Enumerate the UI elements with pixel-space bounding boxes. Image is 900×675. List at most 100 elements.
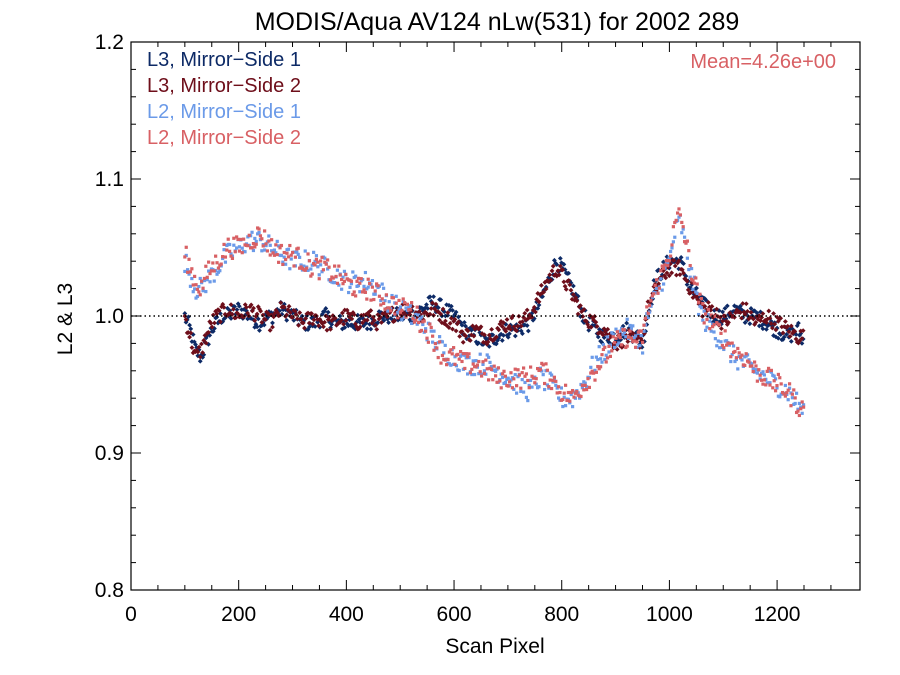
data-point xyxy=(228,242,232,247)
data-point xyxy=(453,328,459,334)
data-point xyxy=(337,264,341,268)
data-point xyxy=(568,399,572,403)
data-point xyxy=(639,333,643,338)
data-point xyxy=(688,275,692,279)
data-point xyxy=(737,351,741,355)
data-point xyxy=(188,270,193,274)
data-point xyxy=(643,328,649,334)
data-point xyxy=(281,304,287,310)
data-point xyxy=(481,360,485,364)
data-point xyxy=(463,333,468,339)
data-point xyxy=(501,320,506,326)
data-point xyxy=(379,303,383,307)
data-point xyxy=(236,303,242,309)
data-point xyxy=(357,324,363,330)
data-point xyxy=(589,365,593,369)
data-point xyxy=(586,377,590,381)
data-point xyxy=(783,394,787,398)
data-point xyxy=(703,328,708,332)
data-point xyxy=(293,312,299,317)
data-point xyxy=(404,306,408,310)
data-point xyxy=(417,313,421,317)
data-point xyxy=(624,320,630,326)
data-point xyxy=(737,310,743,315)
data-point xyxy=(577,396,582,400)
data-point xyxy=(567,282,573,288)
data-point xyxy=(265,249,270,253)
data-point xyxy=(751,366,755,371)
data-point xyxy=(326,314,332,320)
data-point xyxy=(599,330,605,336)
data-point xyxy=(562,391,566,395)
data-point xyxy=(586,327,592,333)
data-point xyxy=(556,272,562,278)
data-point xyxy=(365,297,369,301)
data-point xyxy=(229,252,233,256)
data-point xyxy=(625,339,631,345)
data-point xyxy=(271,251,275,255)
data-point xyxy=(417,320,421,325)
data-point xyxy=(652,292,656,296)
data-point xyxy=(736,346,740,351)
data-point xyxy=(768,383,772,387)
data-point xyxy=(467,338,473,343)
data-point xyxy=(681,225,685,229)
data-point xyxy=(561,261,567,267)
data-point xyxy=(368,326,374,332)
data-point xyxy=(306,320,312,326)
data-point xyxy=(786,329,792,335)
data-point xyxy=(195,349,201,355)
data-point xyxy=(201,338,207,343)
data-point xyxy=(782,319,788,324)
data-point xyxy=(468,371,473,375)
data-point xyxy=(282,250,286,255)
data-point xyxy=(359,277,363,281)
data-point xyxy=(566,270,572,276)
data-point xyxy=(656,291,660,295)
data-point xyxy=(237,249,242,253)
data-point xyxy=(614,327,618,331)
data-point xyxy=(302,325,307,331)
data-point xyxy=(267,239,271,243)
data-point xyxy=(544,362,548,366)
data-point xyxy=(218,269,222,273)
data-point xyxy=(633,345,638,349)
data-point xyxy=(594,324,600,329)
data-point xyxy=(364,317,370,323)
data-point xyxy=(618,335,622,340)
data-point xyxy=(373,289,377,293)
data-point xyxy=(562,267,568,273)
data-point xyxy=(383,299,387,303)
data-point xyxy=(776,372,780,377)
data-point xyxy=(232,236,236,240)
data-point xyxy=(615,330,619,334)
data-point xyxy=(371,318,377,323)
data-point xyxy=(709,329,713,333)
data-point xyxy=(671,258,677,263)
data-point xyxy=(691,287,695,291)
data-point xyxy=(545,368,550,372)
data-point xyxy=(274,251,278,255)
data-point xyxy=(489,326,495,332)
data-point xyxy=(189,345,195,351)
data-point xyxy=(635,340,639,344)
data-point xyxy=(752,360,757,364)
data-point xyxy=(322,319,328,325)
data-point xyxy=(377,294,382,298)
data-point xyxy=(769,370,773,374)
data-point xyxy=(794,391,799,395)
data-point xyxy=(341,282,345,286)
data-point xyxy=(451,313,457,319)
data-point xyxy=(781,334,787,340)
data-point xyxy=(698,292,702,296)
data-point xyxy=(548,378,552,382)
data-point xyxy=(783,383,787,388)
data-point xyxy=(740,301,746,306)
data-point xyxy=(519,389,523,394)
data-point xyxy=(239,313,245,318)
data-point xyxy=(723,318,729,324)
data-point xyxy=(724,339,729,343)
data-point xyxy=(437,317,442,323)
data-point xyxy=(558,390,562,395)
data-point xyxy=(457,368,461,373)
